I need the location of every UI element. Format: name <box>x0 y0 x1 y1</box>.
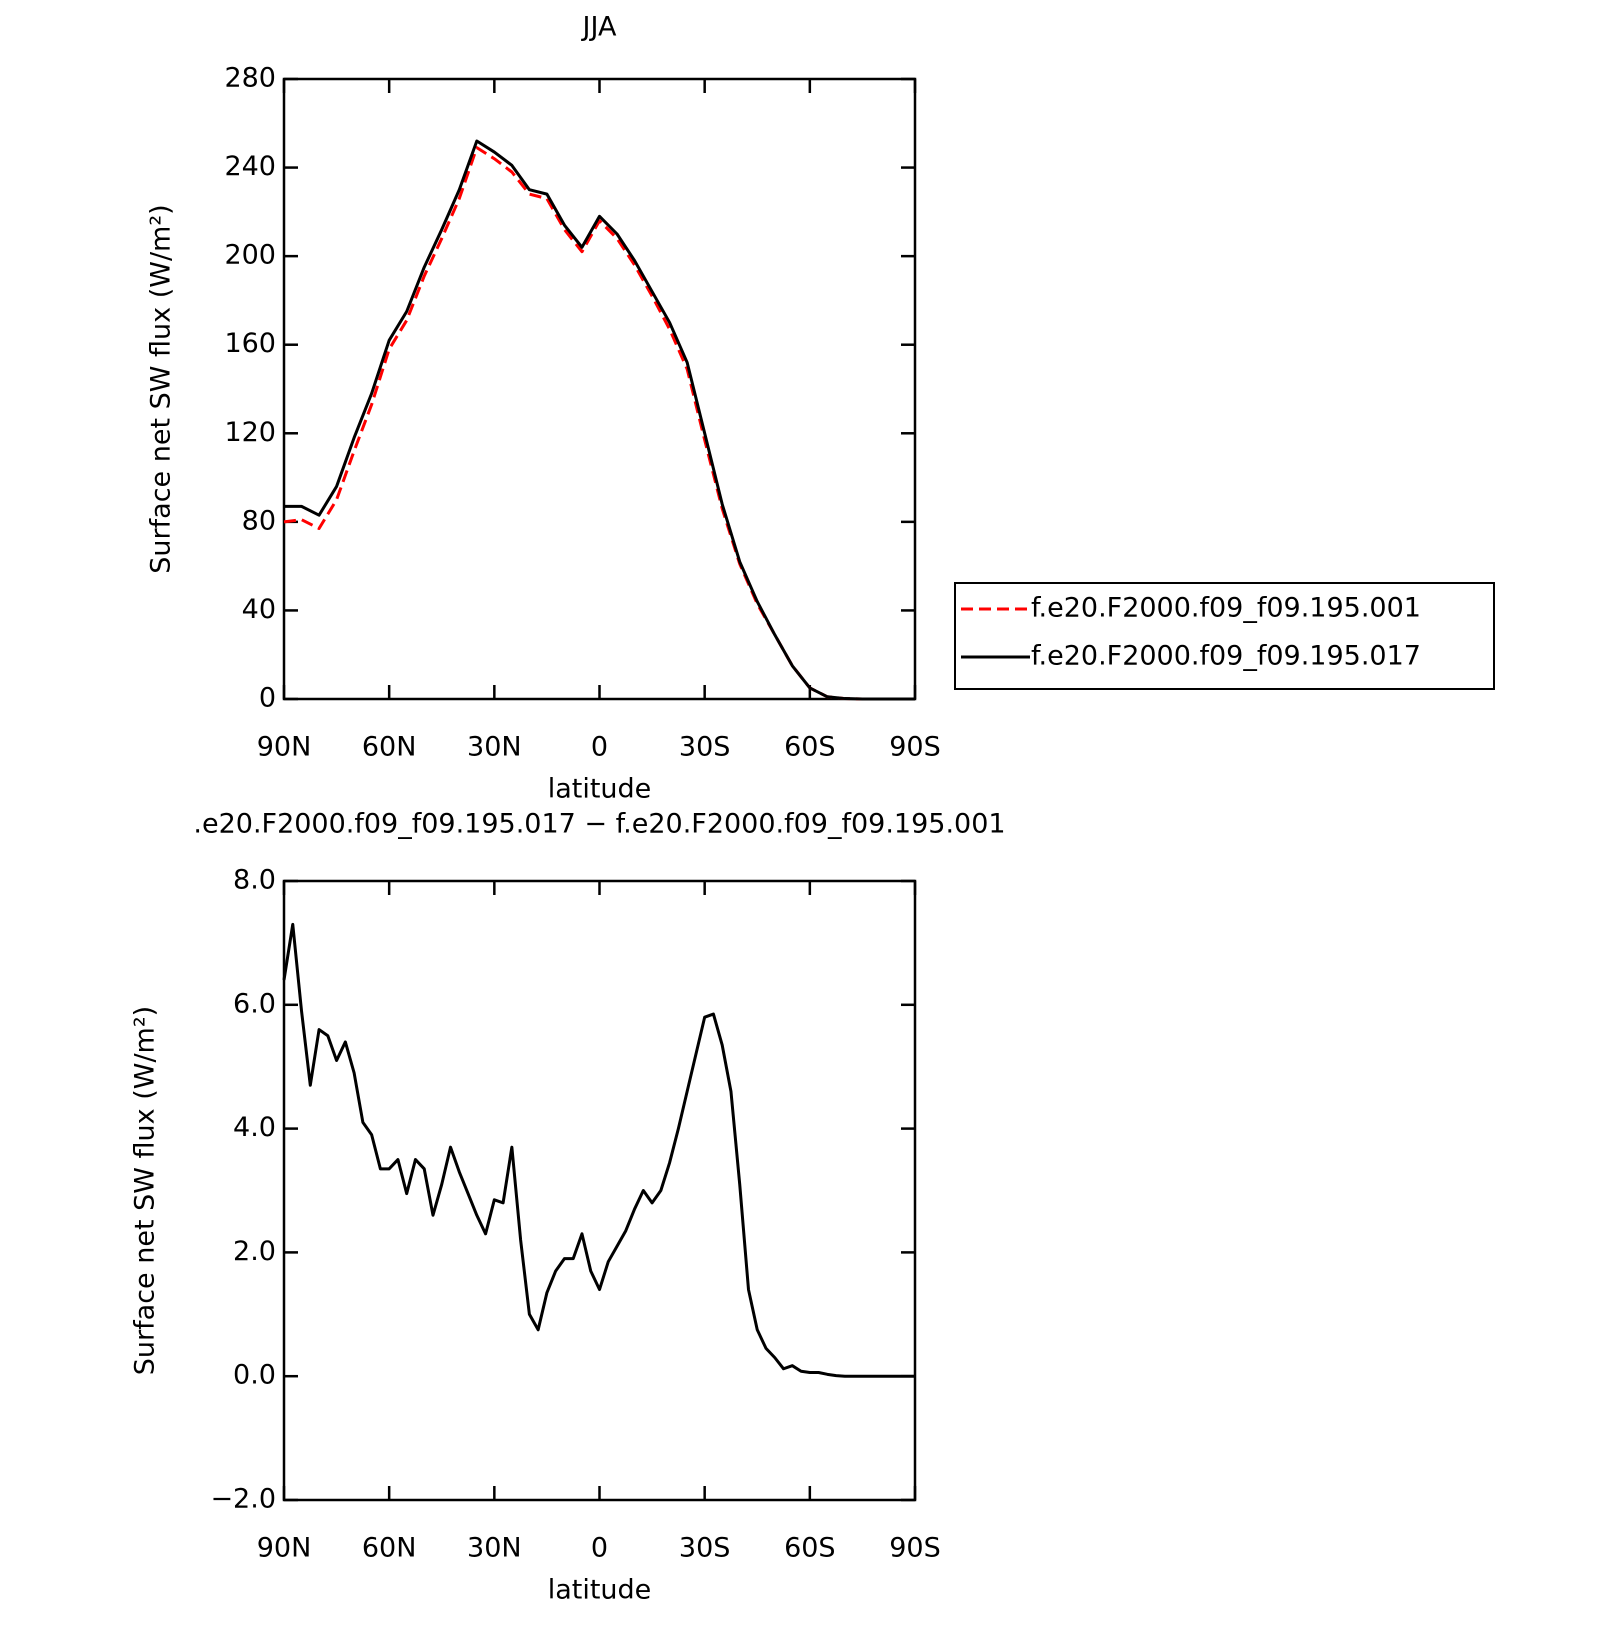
x-tick-label: 90N <box>257 732 312 763</box>
y-tick-label: 0 <box>259 683 276 714</box>
data-line <box>283 146 915 701</box>
y-tick-label: 80 <box>242 505 276 536</box>
plot-frame <box>282 879 917 1502</box>
x-tick-label: 0 <box>591 732 608 763</box>
y-axis-label: Surface net SW flux (W/m²) <box>130 1006 161 1375</box>
legend-box <box>954 582 1495 690</box>
y-tick-label: 2.0 <box>233 1236 276 1267</box>
x-tick-label: 60N <box>362 732 417 763</box>
x-tick-label: 0 <box>591 1533 608 1564</box>
x-tick-label: 30N <box>467 732 522 763</box>
x-tick-label: 90N <box>257 1533 312 1564</box>
y-tick-label: 40 <box>242 594 276 625</box>
x-tick-label: 90S <box>889 732 941 763</box>
y-tick-label: 280 <box>224 63 276 94</box>
data-line <box>282 922 915 1378</box>
plot-frame <box>282 77 917 701</box>
x-tick-label: 90S <box>889 1533 941 1564</box>
legend-label: f.e20.F2000.f09_f09.195.017 <box>1031 641 1421 672</box>
x-axis-label: latitude <box>548 1575 652 1606</box>
y-tick-label: 4.0 <box>233 1112 276 1143</box>
y-tick-label: 120 <box>224 417 276 448</box>
x-tick-label: 30S <box>679 732 731 763</box>
chart-title: JJA <box>581 12 617 43</box>
y-axis-label: Surface net SW flux (W/m²) <box>146 204 177 573</box>
y-tick-label: 240 <box>224 151 276 182</box>
chart-title: .e20.F2000.f09_f09.195.017 − f.e20.F2000… <box>193 809 1005 840</box>
x-tick-label: 60S <box>784 732 836 763</box>
legend-label: f.e20.F2000.f09_f09.195.001 <box>1031 593 1421 624</box>
y-tick-label: 6.0 <box>233 988 276 1019</box>
y-tick-label: 8.0 <box>233 865 276 896</box>
y-tick-label: 200 <box>224 240 276 271</box>
y-tick-label: 160 <box>224 328 276 359</box>
x-tick-label: 60S <box>784 1533 836 1564</box>
x-axis-label: latitude <box>548 774 652 805</box>
x-tick-label: 30N <box>467 1533 522 1564</box>
y-tick-label: 0.0 <box>233 1360 276 1391</box>
y-tick-label: −2.0 <box>210 1484 276 1515</box>
x-tick-label: 30S <box>679 1533 731 1564</box>
x-tick-label: 60N <box>362 1533 417 1564</box>
data-line <box>284 139 915 701</box>
